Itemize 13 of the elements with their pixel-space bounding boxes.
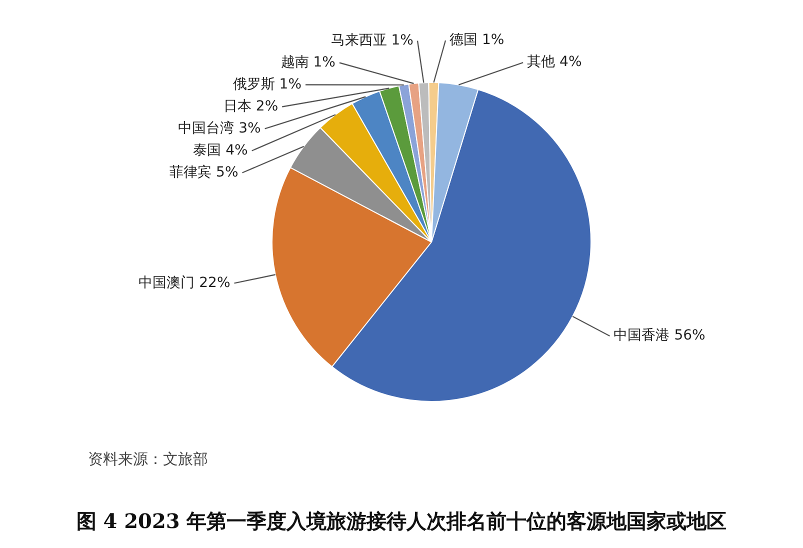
slice-label: 越南 1% (280, 54, 336, 70)
slice-label: 其他 4% (527, 54, 582, 70)
slice-label: 中国台湾 3% (178, 120, 261, 136)
slice-label: 马来西亚 1% (330, 32, 414, 48)
text: 图 4 2023 年第一季度入境旅游接待人次排名前十位的客源地国家或地区 (75, 508, 728, 535)
slice-label: 中国澳门 22% (138, 274, 230, 291)
slice-label: 德国 1% (450, 32, 504, 48)
slice-label: 菲律宾 5% (170, 164, 238, 180)
text: 资料来源：文旅部 (88, 450, 208, 469)
slice-label: 日本 2% (223, 98, 278, 114)
slice-label: 俄罗斯 1% (232, 76, 302, 92)
slice-label: 泰国 4% (193, 142, 248, 158)
slice-label: 中国香港 56% (614, 328, 706, 344)
